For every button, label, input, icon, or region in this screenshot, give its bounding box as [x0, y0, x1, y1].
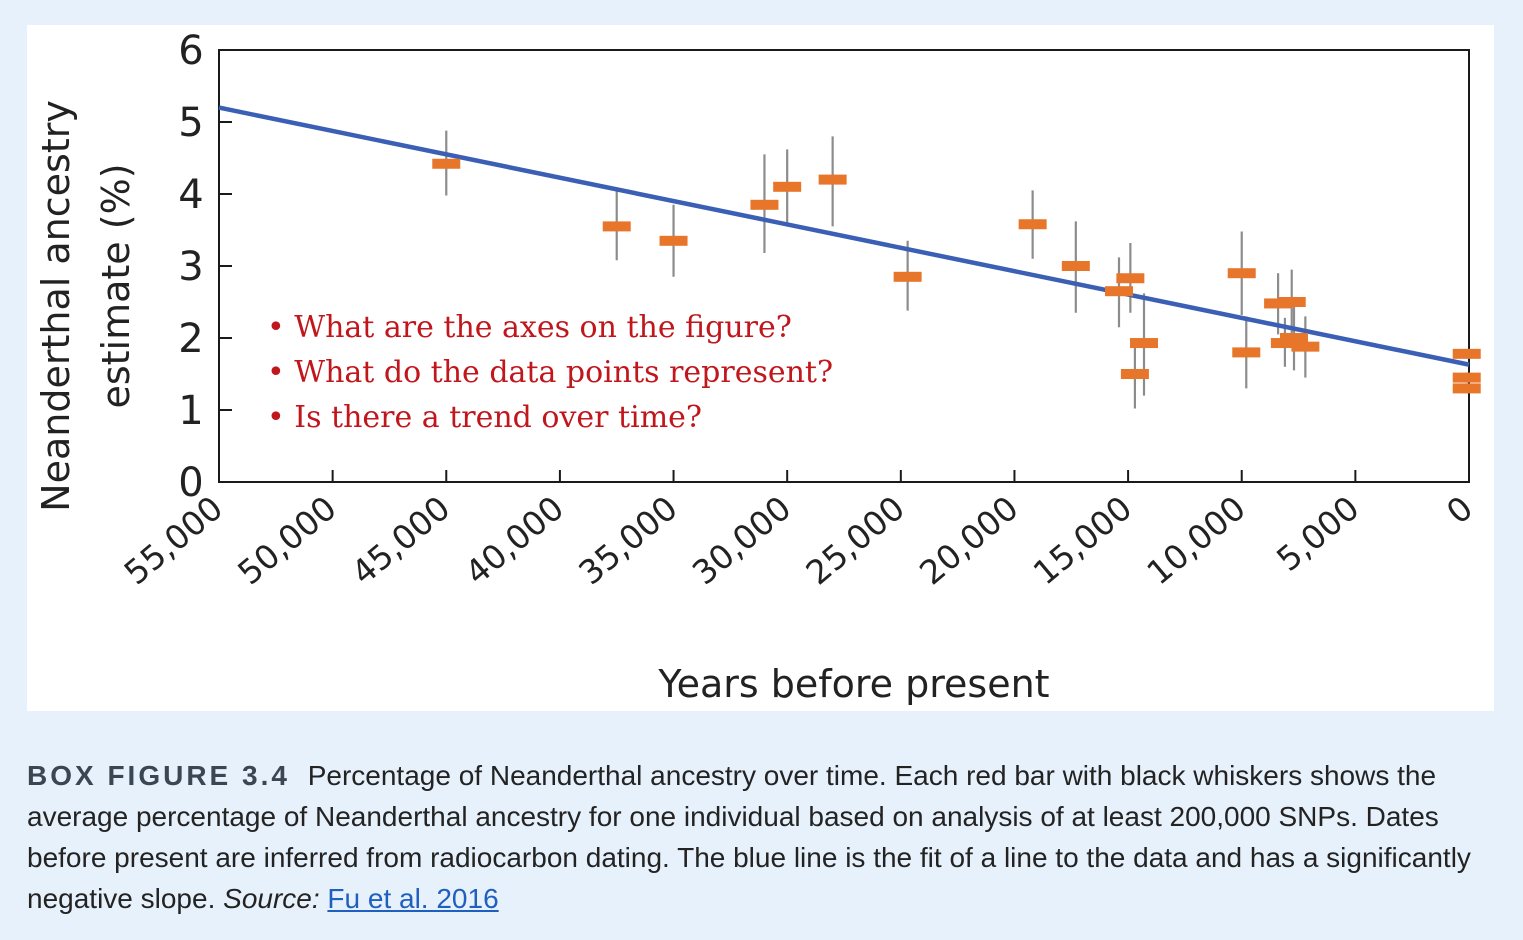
y-tick-label: 6 — [178, 28, 203, 74]
data-bar — [1280, 333, 1308, 343]
question-item: • What do the data points represent? — [267, 355, 834, 390]
x-tick-label: 20,000 — [912, 488, 1026, 592]
y-tick-label: 4 — [178, 172, 203, 218]
x-axis-label: Years before present — [657, 662, 1049, 706]
data-bar — [602, 221, 631, 232]
data-bar — [1291, 341, 1320, 352]
data-bar — [1452, 383, 1481, 394]
y-tick-label: 0 — [178, 460, 203, 506]
caption-source-label: Source: — [223, 883, 320, 914]
data-bar — [773, 181, 802, 192]
x-tick-label: 25,000 — [798, 488, 912, 592]
caption-label: BOX FIGURE 3.4 — [27, 760, 290, 791]
data-bar — [659, 235, 688, 246]
question-list: • What are the axes on the figure? • Wha… — [267, 305, 833, 440]
data-bar — [1270, 338, 1299, 349]
figure-panel: 0 1 2 3 4 5 6 55,000 50,000 45,000 40,000 35,000 30,… — [27, 25, 1494, 711]
y-tick-label: 5 — [178, 100, 203, 146]
x-tick-label: 15,000 — [1026, 488, 1140, 592]
source-link[interactable]: Fu et al. 2016 — [327, 883, 499, 914]
x-tick-label: 55,000 — [117, 488, 231, 592]
data-bar — [750, 199, 779, 210]
data-bar — [1452, 348, 1481, 359]
x-tick-label: 0 — [1439, 488, 1480, 531]
data-bar — [893, 271, 922, 282]
x-tick-label: 10,000 — [1139, 488, 1253, 592]
y-tick-label: 3 — [178, 244, 203, 290]
figure-caption: BOX FIGURE 3.4 Percentage of Neanderthal… — [27, 755, 1502, 919]
data-bar — [818, 174, 847, 185]
x-tick-label: 40,000 — [458, 488, 572, 592]
x-tick-label: 30,000 — [685, 488, 799, 592]
y-axis-label: estimate (%) — [94, 163, 138, 408]
data-bar — [432, 158, 461, 169]
x-tick-label: 5,000 — [1269, 488, 1366, 579]
chart: 0 1 2 3 4 5 6 55,000 50,000 45,000 40,000 35,000 30,… — [34, 28, 1481, 706]
fit-line — [218, 105, 1470, 367]
data-bar — [1061, 261, 1090, 271]
x-tick-label: 45,000 — [344, 488, 458, 592]
data-bar — [1018, 219, 1047, 230]
data-bar — [1232, 347, 1261, 358]
question-item: • Is there a trend over time? — [267, 400, 702, 435]
data-bar — [1452, 372, 1481, 383]
x-tick-label: 50,000 — [230, 488, 344, 592]
y-tick-label: 2 — [178, 316, 203, 362]
y-axis-label: Neanderthal ancestry — [34, 100, 78, 512]
data-bar — [1120, 369, 1149, 379]
data-bar — [1227, 268, 1256, 279]
data-bar — [1105, 286, 1133, 297]
x-tick-label: 35,000 — [571, 488, 685, 592]
caption-text: Percentage of Neanderthal ancestry over … — [27, 760, 1471, 914]
data-bar — [1130, 338, 1158, 349]
data-bar — [1277, 297, 1306, 307]
y-tick-label: 1 — [178, 388, 203, 434]
question-item: • What are the axes on the figure? — [267, 310, 792, 345]
data-bar — [1116, 273, 1145, 284]
